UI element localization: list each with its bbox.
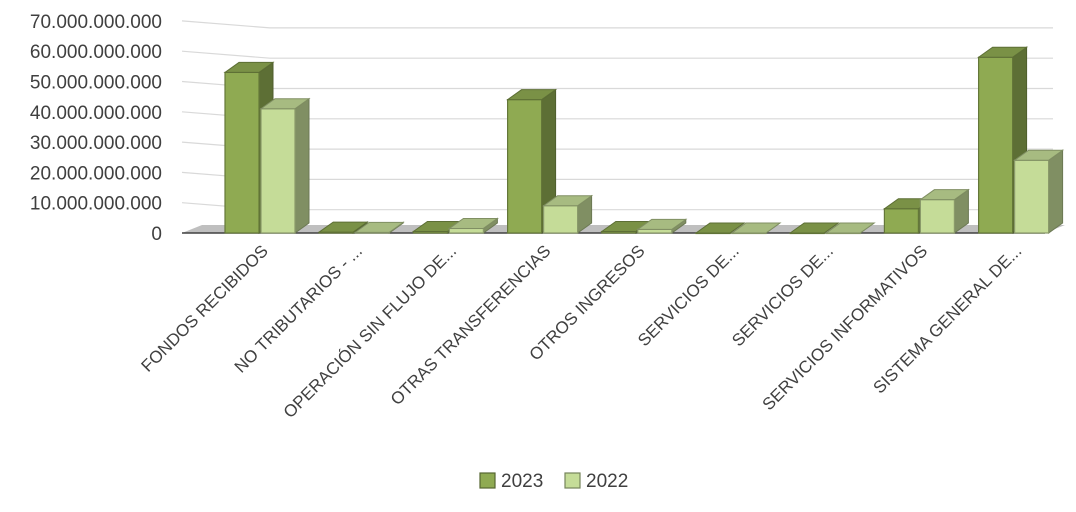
y-tick: [181, 80, 1053, 90]
y-axis: 0 10.000.000.000 20.000.000.000 30.000.000.…: [30, 12, 162, 245]
bar-top: [977, 46, 1029, 58]
gridline: [181, 171, 1053, 180]
x-tick-label: SERVICIOS DE...: [634, 241, 743, 350]
x-tick-label: SERVICIOS INFORMATIVOS: [759, 241, 932, 414]
x-tick-label: OPERACIÓN SIN FLUJO DE...: [280, 241, 460, 421]
bar-front: [637, 228, 673, 234]
bar-top: [447, 217, 499, 229]
bar-top: [1013, 149, 1065, 161]
y-tick: [181, 171, 1053, 180]
bar-side: [1048, 149, 1064, 234]
bar-2023-5: [694, 222, 746, 235]
bar-front: [1013, 159, 1050, 234]
legend-label: 2023: [501, 471, 543, 492]
x-tick-label: OTRAS TRANSFERENCIAS: [387, 241, 555, 409]
bar-top: [636, 218, 688, 230]
bar-top: [259, 98, 311, 110]
y-tick: [181, 20, 1053, 29]
bar-2022-8: [1013, 149, 1065, 234]
y-tick: [181, 141, 1053, 150]
bar-front: [224, 71, 260, 234]
legend-item-2023: 2023: [479, 471, 543, 492]
bars: [223, 46, 1065, 235]
bar-front: [977, 56, 1014, 234]
bar-front: [919, 199, 956, 234]
bar-top: [353, 221, 405, 233]
y-tick-label: 60.000.000.000: [30, 42, 162, 63]
bar-2022-7: [918, 188, 970, 234]
bar-top: [542, 195, 594, 207]
bar-front: [448, 227, 484, 234]
bar-2022-5: [730, 222, 782, 235]
bar-top: [506, 89, 558, 101]
legend: 2023 2022: [479, 471, 628, 492]
y-tick: [181, 50, 1053, 59]
bar-top: [788, 222, 840, 234]
gridline: [181, 111, 1053, 120]
y-tick-label: 40.000.000.000: [30, 103, 162, 124]
legend-item-2022: 2022: [564, 471, 628, 492]
bar-top: [317, 221, 369, 233]
y-tick-label: 30.000.000.000: [30, 133, 162, 154]
bar-front: [883, 208, 920, 234]
bar-top: [824, 222, 876, 234]
gridline: [181, 80, 1053, 90]
bar-top: [694, 222, 746, 234]
y-tick-label: 50.000.000.000: [30, 73, 162, 94]
y-tick: [181, 111, 1053, 120]
bar-2022-2: [447, 217, 499, 234]
legend-label: 2022: [586, 471, 628, 492]
bar-front: [507, 99, 543, 234]
y-tick-label: 20.000.000.000: [30, 163, 162, 184]
bar-2022-3: [542, 194, 594, 234]
y-tick-label: 0: [151, 224, 162, 245]
bar-2022-0: [259, 97, 311, 234]
bar-2022-1: [353, 221, 405, 234]
bar-front: [260, 108, 296, 234]
bar-2023-6: [788, 222, 840, 235]
bar-2022-4: [636, 218, 688, 234]
gridline: [181, 141, 1053, 150]
x-tick-label: SISTEMA GENERAL DE...: [869, 241, 1025, 397]
y-tick-label: 70.000.000.000: [30, 12, 162, 33]
x-tick-label: SERVICIOS DE...: [728, 241, 837, 350]
y-tick-label: 10.000.000.000: [30, 194, 162, 215]
bar-side: [294, 97, 310, 234]
legend-swatch: [564, 472, 581, 489]
gridline: [181, 20, 1053, 29]
bar-2022-6: [824, 222, 876, 235]
gridlines: [181, 20, 1053, 211]
gridline: [181, 50, 1053, 59]
bar-front: [542, 205, 579, 234]
bar-2023-1: [317, 221, 369, 234]
bar-top: [730, 222, 782, 234]
bar-2023-3: [506, 88, 558, 234]
bar-top: [223, 61, 275, 73]
legend-swatch: [479, 472, 496, 489]
bar-top: [918, 189, 970, 201]
